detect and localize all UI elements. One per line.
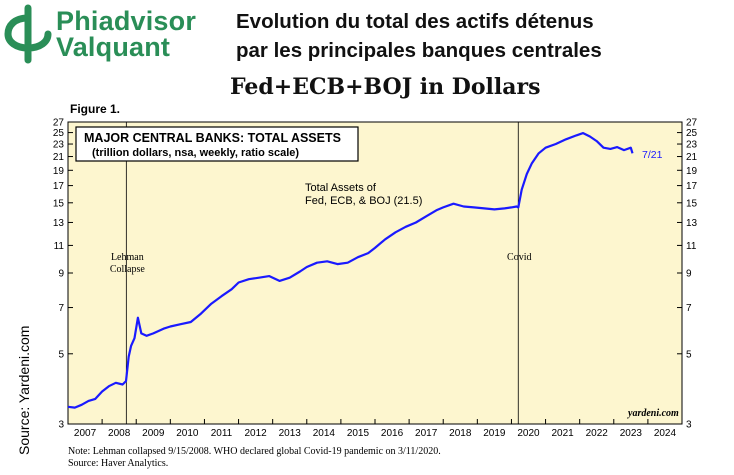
event-label: Collapse <box>110 264 146 275</box>
logo-line1: Phiadvisor <box>56 6 197 36</box>
watermark: yardeni.com <box>627 408 679 419</box>
y-tick-label-right: 3 <box>686 420 692 431</box>
y-tick-label-right: 9 <box>686 269 692 280</box>
x-tick-label: 2008 <box>108 428 131 439</box>
y-tick-label-left: 19 <box>53 166 65 177</box>
box-subtitle: (trillion dollars, nsa, weekly, ratio sc… <box>92 147 299 159</box>
event-label: Lehman <box>111 252 144 263</box>
headline-line3: Fed+ECB+BOJ in Dollars <box>230 74 541 100</box>
y-tick-label-left: 27 <box>53 118 65 129</box>
y-tick-label-right: 5 <box>686 349 692 360</box>
y-tick-label-right: 15 <box>686 198 698 209</box>
x-tick-label: 2012 <box>244 428 267 439</box>
chart-note: Note: Lehman collapsed 9/15/2008. WHO de… <box>68 446 441 457</box>
x-tick-label: 2019 <box>483 428 506 439</box>
event-label: Covid <box>507 252 531 263</box>
figure-label: Figure 1. <box>70 102 121 116</box>
x-tick-label: 2011 <box>211 428 233 439</box>
x-tick-label: 2014 <box>313 428 336 439</box>
x-tick-label: 2010 <box>176 428 199 439</box>
y-tick-label-left: 9 <box>58 269 64 280</box>
x-tick-label: 2022 <box>586 428 609 439</box>
y-tick-label-right: 17 <box>686 181 698 192</box>
y-tick-label-right: 21 <box>686 152 698 163</box>
x-tick-label: 2020 <box>517 428 540 439</box>
x-tick-label: 2013 <box>279 428 302 439</box>
y-tick-label-left: 25 <box>53 128 65 139</box>
x-tick-label: 2015 <box>347 428 370 439</box>
x-tick-label: 2023 <box>620 428 643 439</box>
y-tick-label-left: 23 <box>53 140 65 151</box>
y-tick-label-left: 21 <box>53 152 65 163</box>
y-tick-label-left: 17 <box>53 181 65 192</box>
title-box <box>75 126 359 162</box>
headline-line1: Evolution du total des actifs détenus <box>236 10 594 33</box>
series-line-total-assets <box>67 132 634 409</box>
x-tick-label: 2021 <box>551 428 574 439</box>
y-tick-label-left: 15 <box>53 198 65 209</box>
x-tick-label: 2017 <box>415 428 438 439</box>
logo-line2: Valquant <box>56 32 171 62</box>
y-tick-label-right: 7 <box>686 303 692 314</box>
x-tick-label: 2009 <box>142 428 165 439</box>
source-vertical-label: Source: Yardeni.com <box>16 325 32 455</box>
y-tick-label-right: 11 <box>686 241 697 252</box>
box-title: MAJOR CENTRAL BANKS: TOTAL ASSETS <box>84 131 341 145</box>
phi-logo-icon <box>4 4 52 64</box>
y-tick-label-left: 11 <box>54 241 65 252</box>
series-label-line1: Total Assets of <box>305 182 377 194</box>
y-tick-label-right: 23 <box>686 140 698 151</box>
x-tick-label: 2007 <box>74 428 97 439</box>
plot-area <box>67 121 683 425</box>
chart-source-note: Source: Haver Analytics. <box>68 458 169 469</box>
phiadvisor-logo: Phiadvisor Valquant <box>0 0 200 66</box>
x-tick-label: 2024 <box>654 428 677 439</box>
x-tick-label: 2018 <box>449 428 472 439</box>
x-tick-label: 2016 <box>381 428 404 439</box>
y-tick-label-left: 3 <box>58 420 64 431</box>
y-tick-label-right: 19 <box>686 166 698 177</box>
y-tick-label-left: 13 <box>53 218 65 229</box>
y-tick-label-left: 5 <box>58 349 64 360</box>
y-tick-label-left: 7 <box>58 303 64 314</box>
headline-line2: par les principales banques centrales <box>236 39 602 62</box>
y-tick-label-right: 25 <box>686 128 698 139</box>
y-tick-label-right: 13 <box>686 218 698 229</box>
y-tick-label-right: 27 <box>686 118 698 129</box>
end-label: 7/21 <box>642 149 663 161</box>
series-label-line2: Fed, ECB, & BOJ (21.5) <box>305 195 422 207</box>
